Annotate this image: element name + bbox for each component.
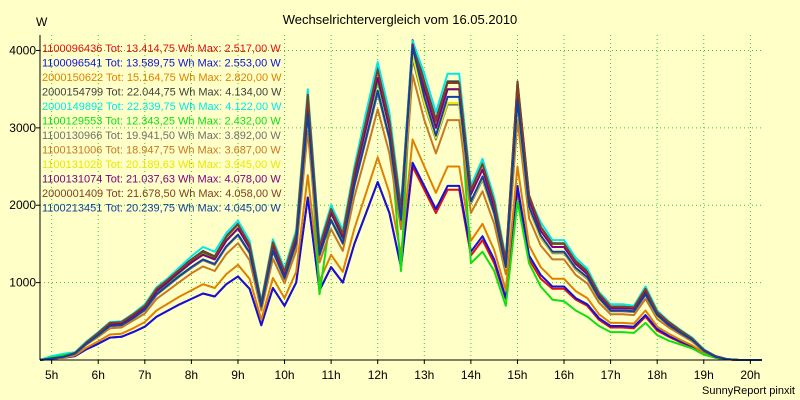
- legend-entry-6: 1100129553 Tot: 12.343,25 Wh Max: 2.432,…: [42, 116, 281, 128]
- y-ticks: 1000 2000 3000 4000: [9, 43, 40, 290]
- legend-entry-1: 1100096436 Tot: 13.414,75 Wh Max: 2.517,…: [42, 43, 281, 55]
- legend-entry-9: 1100131028 Tot: 20.189,63 Wh Max: 3.945,…: [42, 159, 281, 171]
- x-tick-label: 13h: [414, 368, 434, 382]
- x-tick-label: 14h: [461, 368, 481, 382]
- x-tick-label: 15h: [507, 368, 527, 382]
- y-axis-label: W: [36, 15, 48, 29]
- legend-entry-2: 1100096541 Tot: 13.589,75 Wh Max: 2.553,…: [42, 58, 281, 70]
- x-tick-label: 6h: [92, 368, 105, 382]
- x-tick-label: 9h: [231, 368, 244, 382]
- y-tick-label: 3000: [9, 121, 36, 135]
- x-tick-label: 17h: [601, 368, 621, 382]
- legend-entry-3: 2000150622 Tot: 15.164,75 Wh Max: 2.820,…: [42, 72, 282, 84]
- legend-entry-7: 1100130966 Tot: 19.941,50 Wh Max: 3.892,…: [42, 130, 281, 142]
- x-tick-label: 8h: [185, 368, 198, 382]
- series-line-12: [39, 46, 762, 361]
- x-tick-label: 19h: [694, 368, 714, 382]
- chart-title: Wechselrichtervergleich vom 16.05.2010: [283, 12, 518, 27]
- y-tick-label: 1000: [9, 276, 36, 290]
- legend: 1100096436 Tot: 13.414,75 Wh Max: 2.517,…: [42, 43, 282, 215]
- x-tick-label: 5h: [45, 368, 58, 382]
- legend-entry-10: 1100131074 Tot: 21.037,63 Wh Max: 4.078,…: [42, 174, 281, 186]
- series-layer: [39, 39, 762, 361]
- series-line-8: [39, 73, 762, 361]
- legend-entry-5: 2000149892 Tot: 22.339,75 Wh Max: 4.122,…: [42, 101, 282, 113]
- legend-entry-8: 1100131006 Tot: 18.947,75 Wh Max: 3.687,…: [42, 145, 281, 157]
- legend-entry-12: 1100213451 Tot: 20.239,75 Wh Max: 4.045,…: [42, 203, 281, 215]
- x-tick-label: 11h: [322, 368, 341, 382]
- x-tick-label: 7h: [138, 368, 151, 382]
- x-tick-label: 16h: [554, 368, 574, 382]
- y-tick-label: 2000: [9, 198, 36, 212]
- footer-credit: SunnyReport pinxit: [702, 385, 795, 397]
- x-tick-label: 12h: [368, 368, 388, 382]
- x-tick-label: 20h: [740, 368, 760, 382]
- x-tick-label: 18h: [647, 368, 667, 382]
- x-tick-label: 10h: [275, 368, 295, 382]
- x-ticks: 5h 6h 7h 8h 9h 10h 11h 12h 13h 14h 15h 16h 17h 18h 19h…: [45, 360, 760, 382]
- y-tick-label: 4000: [9, 43, 36, 57]
- legend-entry-4: 2000154799 Tot: 22.044,75 Wh Max: 4.134,…: [42, 87, 282, 99]
- legend-entry-11: 2000001409 Tot: 21.678,50 Wh Max: 4.058,…: [42, 188, 282, 200]
